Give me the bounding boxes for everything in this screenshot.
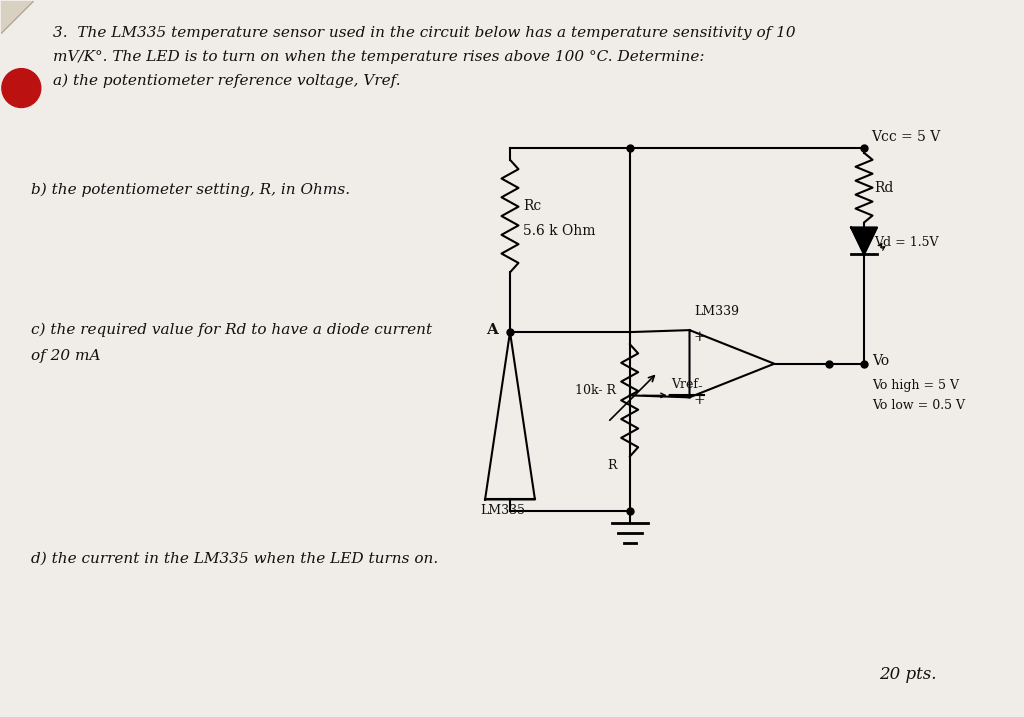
Text: -: - <box>697 381 701 394</box>
Text: +: + <box>693 394 706 407</box>
Text: a) the potentiometer reference voltage, Vref.: a) the potentiometer reference voltage, … <box>53 74 400 88</box>
Text: mV/K°. The LED is to turn on when the temperature rises above 100 °C. Determine:: mV/K°. The LED is to turn on when the te… <box>53 50 705 65</box>
Text: of 20 mA: of 20 mA <box>32 349 100 363</box>
Text: Rd: Rd <box>874 181 893 194</box>
Text: Vo: Vo <box>872 353 889 368</box>
Text: Vcc = 5 V: Vcc = 5 V <box>871 130 940 144</box>
Polygon shape <box>1 1 34 33</box>
Text: 20 pts.: 20 pts. <box>879 666 937 683</box>
Text: +: + <box>693 330 706 344</box>
Text: LM335: LM335 <box>480 505 525 518</box>
Text: Vo low = 0.5 V: Vo low = 0.5 V <box>872 399 965 412</box>
Text: Vref: Vref <box>672 379 698 391</box>
Polygon shape <box>851 227 877 255</box>
Text: 3.  The LM335 temperature sensor used in the circuit below has a temperature sen: 3. The LM335 temperature sensor used in … <box>53 27 796 40</box>
Text: Rc: Rc <box>523 199 542 213</box>
Text: LM339: LM339 <box>694 305 739 318</box>
Text: Vd = 1.5V: Vd = 1.5V <box>874 236 939 249</box>
Text: R: R <box>607 459 617 472</box>
Text: c) the required value for Rd to have a diode current: c) the required value for Rd to have a d… <box>32 322 432 336</box>
Text: 5.6 k Ohm: 5.6 k Ohm <box>523 224 596 238</box>
Text: A: A <box>486 323 498 337</box>
Text: b) the potentiometer setting, R, in Ohms.: b) the potentiometer setting, R, in Ohms… <box>32 183 350 197</box>
Circle shape <box>2 69 41 108</box>
Text: 10k- R: 10k- R <box>574 384 615 397</box>
Text: d) the current in the LM335 when the LED turns on.: d) the current in the LM335 when the LED… <box>32 551 438 565</box>
Text: Vo high = 5 V: Vo high = 5 V <box>872 379 959 392</box>
